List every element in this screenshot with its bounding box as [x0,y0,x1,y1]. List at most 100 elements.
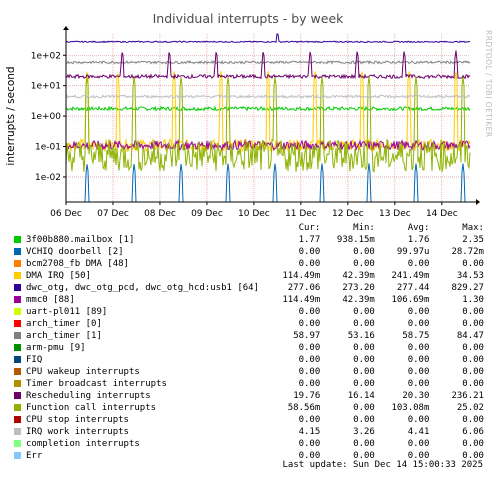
legend-cur: 58.97 [293,331,321,341]
legend-max: 0.00 [462,343,484,353]
legend-cur: 0.00 [298,415,321,425]
legend-name: Function call interrupts [26,403,157,413]
legend-max: 84.47 [456,331,484,341]
legend-min: 273.20 [342,283,375,293]
interrupts-chart: Individual interrupts - by week interrup… [0,0,497,222]
legend-name: CPU wakeup interrupts [26,367,140,377]
legend-min: 0.00 [353,415,375,425]
legend-min: 0.00 [353,259,375,269]
legend-row: Rescheduling interrupts 19.76 16.14 20.30 23… [14,390,484,402]
legend-cur: 58.56m [287,403,321,413]
legend-cur: 0.00 [298,307,321,317]
legend: Cur: Min: Avg: Max: 3f00b880.mailbox [1]… [14,222,484,462]
legend-swatch [14,380,21,387]
series-line-5 [65,139,471,152]
legend-swatch [14,392,21,399]
x-tick-label-0: 06 Dec [50,209,82,219]
legend-avg: 106.69m [391,295,430,305]
legend-avg: 0.00 [407,343,430,353]
legend-name: DMA IRQ [50] [26,271,92,281]
legend-min: 0.00 [353,343,375,353]
x-tick-label-3: 09 Dec [191,209,223,219]
y-axis-label: interrupts / second [5,66,17,165]
legend-swatch [14,452,21,459]
legend-swatch [14,368,21,375]
legend-row: CPU wakeup interrupts 0.00 0.00 0.00 0.00 [14,366,484,378]
legend-name: Err [26,451,43,461]
legend-row: CPU stop interrupts 0.00 0.00 0.00 0.00 [14,414,484,426]
legend-row: uart-pl011 [89] 0.00 0.00 0.00 0.00 [14,306,484,318]
x-tick-label-8: 14 Dec [426,209,458,219]
legend-row: Function call interrupts 58.56m 0.00 103.08… [14,402,484,414]
legend-row: arm-pmu [9] 0.00 0.00 0.00 0.00 [14,342,484,354]
legend-name: bcm2708_fb DMA [48] [26,259,129,269]
legend-header-min: Min: [353,223,375,233]
legend-row: completion interrupts 0.00 0.00 0.00 0.00 [14,438,484,450]
legend-cur: 114.49m [282,271,321,281]
legend-cur: 1.77 [298,235,321,245]
legend-row: bcm2708_fb DMA [48] 0.00 0.00 0.00 0.00 [14,258,484,270]
legend-avg: 103.08m [391,403,430,413]
legend-avg: 0.00 [407,379,430,389]
legend-max: 25.02 [456,403,484,413]
legend-cur: 0.00 [298,343,321,353]
legend-max: 236.21 [451,391,484,401]
legend-row: Timer broadcast interrupts 0.00 0.00 0.00 0.… [14,378,484,390]
watermark: RRDTOOL / TOBI OETIKER [484,30,493,138]
legend-min: 0.00 [353,451,375,461]
legend-name: completion interrupts [26,439,140,449]
legend-swatch [14,248,21,255]
legend-max: 0.00 [462,415,484,425]
legend-header-cur: Cur: [298,223,321,233]
legend-cur: 0.00 [298,259,321,269]
legend-min: 0.00 [353,379,375,389]
legend-row: Err 0.00 0.00 0.00 0.00 [14,450,484,462]
legend-swatch [14,320,21,327]
legend-name: Rescheduling interrupts [26,391,151,401]
legend-max: 28.72m [451,247,484,257]
y-axis-arrow [63,26,69,30]
y-tick-label-5: 1e+02 [31,51,61,61]
legend-swatch [14,428,21,435]
legend-cur: 0.00 [298,355,321,365]
legend-max: 2.35 [462,235,484,245]
legend-name: IRQ work interrupts [26,427,129,437]
legend-swatch [14,404,21,411]
legend-avg: 99.97u [396,247,430,257]
legend-name: Timer broadcast interrupts [26,379,167,389]
legend-cur: 0.00 [298,439,321,449]
legend-avg: 1.76 [407,235,430,245]
x-tick-label-5: 11 Dec [285,209,317,219]
legend-max: 34.53 [456,271,484,281]
y-tick-label-1: 1e-02 [35,173,61,183]
legend-swatch [14,260,21,267]
legend-swatch [14,440,21,447]
legend-min: 0.00 [353,355,375,365]
legend-min: 0.00 [353,319,375,329]
legend-max: 829.27 [451,283,484,293]
legend-swatch [14,344,21,351]
x-tick-label-7: 13 Dec [379,209,411,219]
legend-cur: 4.15 [298,427,321,437]
legend-cur: 0.00 [298,451,321,461]
legend-max: 0.00 [462,355,484,365]
legend-row: FIQ 0.00 0.00 0.00 0.00 [14,354,484,366]
legend-max: 0.00 [462,439,484,449]
legend-name: dwc_otg, dwc_otg_pcd, dwc_otg_hcd:usb1 [… [26,283,259,293]
x-tick-label-2: 08 Dec [144,209,176,219]
legend-name: CPU stop interrupts [26,415,129,425]
x-axis-arrow [476,199,480,205]
last-update: Last update: Sun Dec 14 15:00:33 2025 [282,460,483,470]
legend-name: arm-pmu [9] [26,343,86,353]
legend-row: dwc_otg, dwc_otg_pcd, dwc_otg_hcd:usb1 [… [14,282,484,294]
legend-avg: 4.41 [407,427,430,437]
legend-row: VCHIQ doorbell [2] 0.00 0.00 99.97u 28.72m [14,246,484,258]
legend-min: 42.39m [342,271,375,281]
chart-title: Individual interrupts - by week [153,11,345,26]
legend-max: 6.06 [462,427,484,437]
legend-swatch [14,416,21,423]
legend-swatch [14,332,21,339]
legend-header-avg: Avg: [407,223,430,233]
legend-avg: 241.49m [391,271,430,281]
legend-avg: 58.75 [402,331,430,341]
